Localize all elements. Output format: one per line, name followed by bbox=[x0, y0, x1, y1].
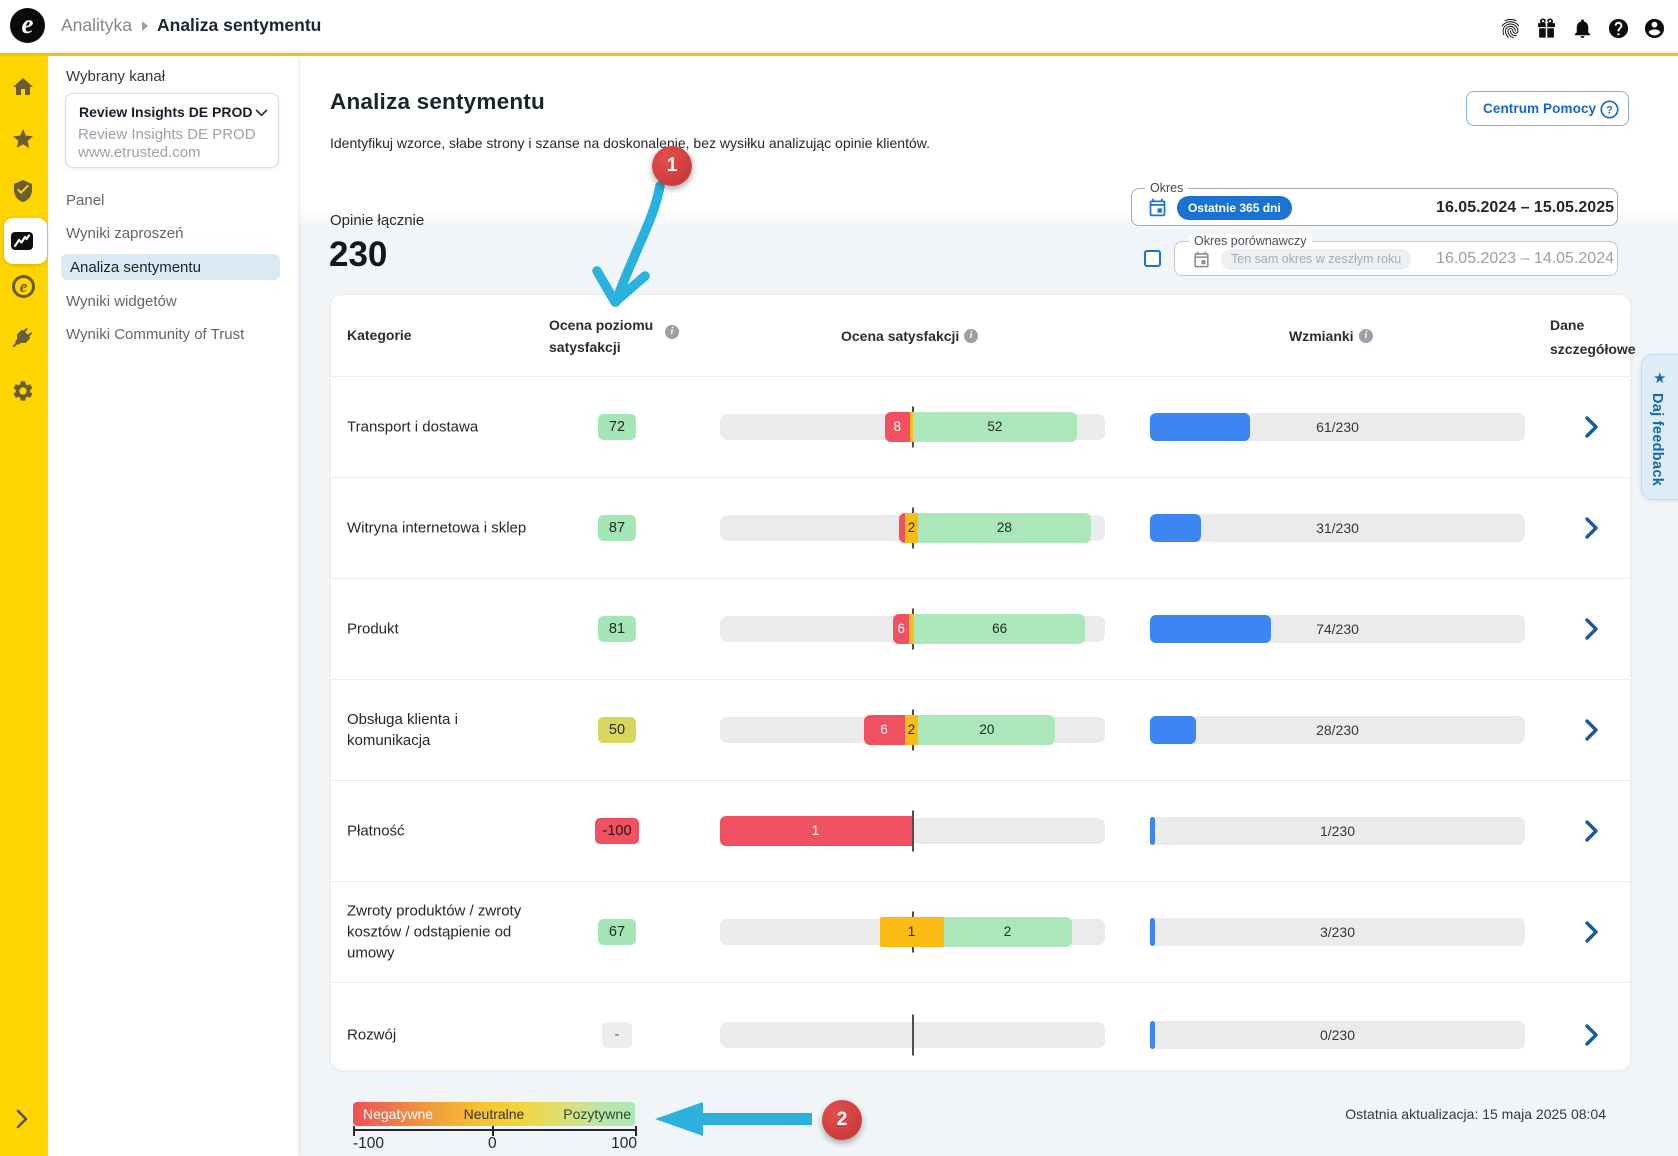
svg-text:?: ? bbox=[1606, 104, 1613, 116]
